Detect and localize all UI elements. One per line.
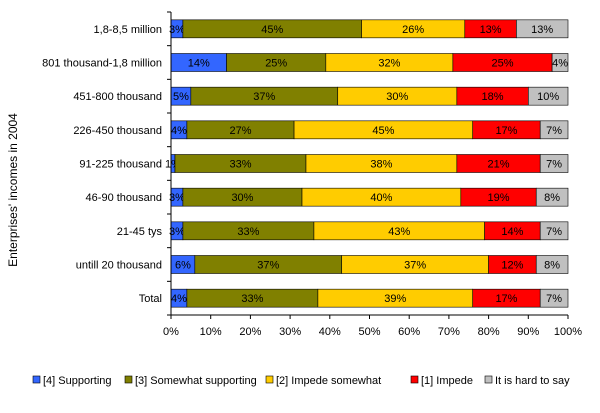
bar-segment (551, 53, 569, 72)
segment-label: 40% (370, 192, 392, 204)
x-tick-label: 90% (517, 326, 539, 338)
segment-label: 25% (491, 58, 513, 70)
x-tick-label: 30% (279, 326, 301, 338)
segment-label: 4% (552, 58, 568, 70)
segment-label: 3% (169, 226, 185, 238)
category-label: Total (139, 293, 162, 305)
segment-label: 30% (231, 192, 253, 204)
bar-segment (535, 255, 569, 274)
segment-label: 33% (241, 293, 263, 305)
bar-segment (539, 221, 569, 241)
category-label: untill 20 thousand (76, 260, 162, 272)
segment-label: 13% (480, 24, 502, 36)
category-label: 46-90 thousand (86, 192, 162, 204)
legend-entry: [2] Impede somewhat (276, 375, 381, 387)
segment-label: 19% (488, 192, 510, 204)
legend-entry: [3] Somewhat supporting (135, 375, 257, 387)
segment-label: 45% (261, 24, 283, 36)
category-label: 451-800 thousand (73, 91, 162, 103)
bars-group: 3% 45% 26% 13% 13% 14% 25% 32% 25% 4% 5% 37% 30% 18% 1… (165, 19, 569, 308)
axes-group: 1,8-8,5 million 801 thousand-1,8 million 4… (42, 11, 582, 338)
segment-label: 12% (501, 260, 523, 272)
legend-entry: It is hard to say (495, 375, 570, 387)
segment-label: 37% (404, 260, 426, 272)
segment-label: 14% (188, 58, 210, 70)
segment-label: 32% (378, 58, 400, 70)
segment-label: 5% (173, 91, 189, 103)
x-tick-label: 70% (438, 326, 460, 338)
legend-entry: [4] Supporting (43, 375, 112, 387)
bar-segment (527, 86, 569, 106)
x-tick-label: 20% (239, 326, 261, 338)
legend-swatch (32, 375, 41, 384)
x-tick-label: 60% (398, 326, 420, 338)
legend-swatch (410, 375, 419, 384)
x-tick-label: 80% (478, 326, 500, 338)
segment-label: 37% (257, 260, 279, 272)
segment-label: 7% (546, 226, 562, 238)
x-tick-label: 100% (554, 326, 582, 338)
legend-entry: [1] Impede (421, 375, 473, 387)
category-label: 226-450 thousand (73, 125, 162, 137)
segment-label: 10% (537, 91, 559, 103)
legend-swatch (124, 375, 133, 384)
segment-label: 25% (265, 58, 287, 70)
legend-swatch (265, 375, 274, 384)
x-tick-label: 10% (200, 326, 222, 338)
x-tick-label: 40% (319, 326, 341, 338)
x-tick-label: 50% (358, 326, 380, 338)
bar-segment (539, 154, 569, 173)
legend-swatch (484, 375, 493, 384)
bar-segment (516, 19, 569, 39)
segment-label: 21% (488, 159, 510, 171)
category-label: 1,8-8,5 million (94, 24, 162, 36)
segment-label: 7% (546, 293, 562, 305)
segment-label: 38% (370, 159, 392, 171)
segment-label: 17% (495, 293, 517, 305)
bar-segment (539, 120, 569, 140)
segment-label: 13% (531, 24, 553, 36)
segment-label: 7% (546, 125, 562, 137)
segment-label: 43% (388, 226, 410, 238)
segment-label: 8% (544, 192, 560, 204)
segment-label: 39% (384, 293, 406, 305)
segment-label: 7% (546, 159, 562, 171)
bar-segment (535, 187, 569, 207)
segment-label: 4% (171, 293, 187, 305)
segment-label: 18% (482, 91, 504, 103)
y-axis-title: Enterprises' incomes in 2004 (6, 113, 20, 267)
segment-label: 27% (229, 125, 251, 137)
category-label: 91-225 thousand (79, 159, 162, 171)
segment-label: 8% (544, 260, 560, 272)
segment-label: 14% (501, 226, 523, 238)
category-label: 21-45 tys (117, 226, 163, 238)
segment-label: 45% (372, 125, 394, 137)
legend: [4] Supporting [3] Somewhat supporting [2]… (32, 375, 570, 387)
segment-label: 33% (229, 159, 251, 171)
segment-label: 3% (169, 24, 185, 36)
segment-label: 30% (386, 91, 408, 103)
x-tick-label: 0% (163, 326, 179, 338)
segment-label: 4% (171, 125, 187, 137)
segment-label: 26% (402, 24, 424, 36)
segment-label: 6% (175, 260, 191, 272)
segment-label: 17% (495, 125, 517, 137)
segment-label: 33% (237, 226, 259, 238)
segment-label: 37% (253, 91, 275, 103)
category-label: 801 thousand-1,8 million (42, 58, 162, 70)
bar-segment (539, 288, 569, 308)
segment-label: 3% (169, 192, 185, 204)
